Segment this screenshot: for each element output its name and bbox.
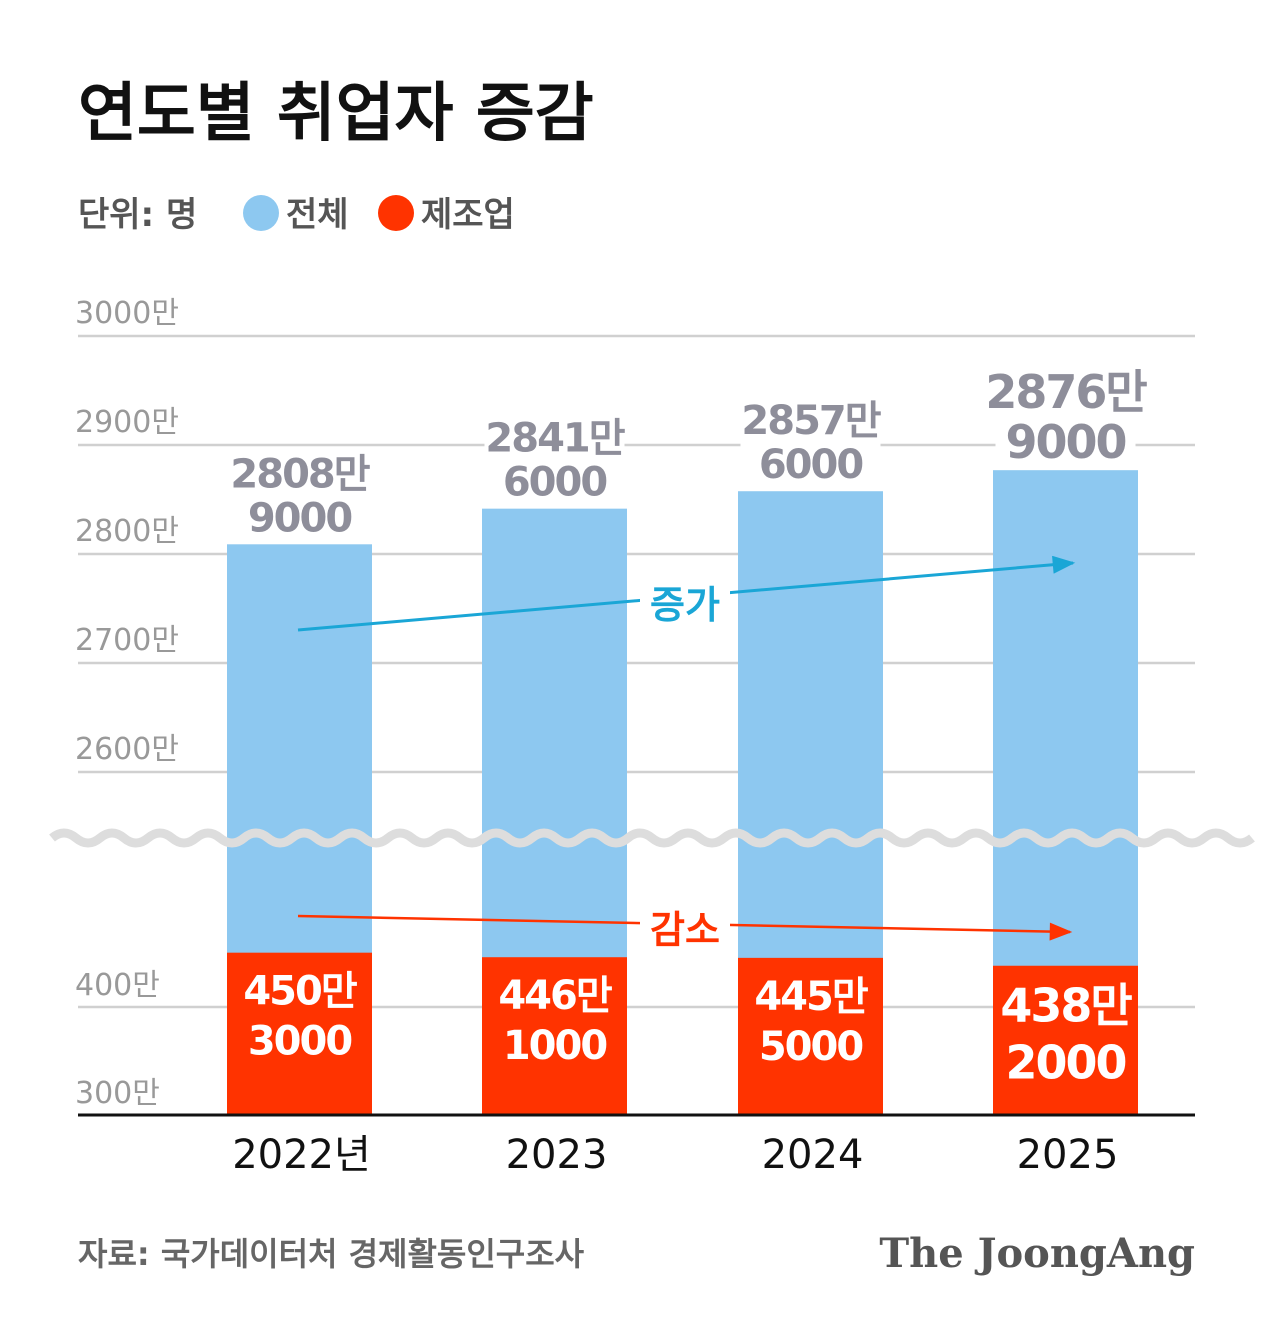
total-value-label: 9000 — [1005, 415, 1125, 469]
total-value-label: 2876만 — [985, 365, 1147, 419]
total-value-label: 6000 — [503, 460, 606, 506]
label-background — [484, 423, 625, 504]
bar-manufacturing — [738, 957, 883, 1115]
label-background — [229, 459, 370, 540]
x-tick-label: 2024 — [762, 1132, 864, 1178]
axis-break-wave — [49, 828, 1255, 848]
label-background — [640, 903, 730, 953]
total-value-label: 2857만 — [741, 398, 881, 444]
total-value-label: 2808만 — [230, 451, 370, 497]
label-background — [740, 406, 881, 487]
legend-label-manufacturing: 제조업 — [421, 195, 515, 235]
x-tick-label: 2023 — [506, 1132, 608, 1178]
y-tick-label: 3000만 — [75, 296, 179, 331]
bar-manufacturing — [482, 957, 627, 1115]
bar-manufacturing — [993, 965, 1138, 1115]
y-tick-label: 400만 — [75, 968, 160, 1003]
bar-manufacturing — [227, 952, 372, 1115]
y-tick-label: 2900만 — [75, 405, 179, 440]
legend-label-total: 전체 — [286, 195, 349, 235]
increase-annotation: 증가 — [650, 583, 720, 627]
y-tick-label: 2800만 — [75, 514, 179, 549]
manufacturing-value-label: 446만 — [498, 973, 612, 1019]
brand-logo: The JoongAng — [879, 1230, 1195, 1277]
legend-swatch-total — [243, 195, 279, 231]
manufacturing-value-label: 438만 — [1000, 979, 1132, 1033]
legend-swatch-manufacturing — [378, 195, 414, 231]
x-tick-label: 2022년 — [232, 1132, 371, 1178]
unit-label: 단위: 명 — [78, 195, 197, 235]
total-value-label: 9000 — [248, 495, 351, 541]
manufacturing-value-label: 2000 — [1005, 1036, 1125, 1090]
y-tick-label: 2700만 — [75, 623, 179, 658]
y-tick-label: 300만 — [75, 1076, 160, 1111]
total-value-label: 6000 — [759, 442, 862, 488]
manufacturing-value-label: 445만 — [754, 974, 868, 1020]
manufacturing-value-label: 3000 — [248, 1019, 351, 1065]
manufacturing-value-label: 1000 — [503, 1023, 606, 1069]
y-tick-label: 2600만 — [75, 732, 179, 767]
source-note: 자료: 국가데이터처 경제활동인구조사 — [78, 1235, 585, 1273]
label-background — [640, 578, 730, 628]
label-background — [995, 375, 1136, 466]
decrease-annotation: 감소 — [650, 908, 720, 952]
x-tick-label: 2025 — [1017, 1132, 1119, 1178]
manufacturing-value-label: 5000 — [759, 1024, 862, 1070]
chart-title: 연도별 취업자 증감 — [78, 77, 594, 151]
total-value-label: 2841만 — [485, 416, 625, 462]
manufacturing-value-label: 450만 — [243, 969, 357, 1015]
